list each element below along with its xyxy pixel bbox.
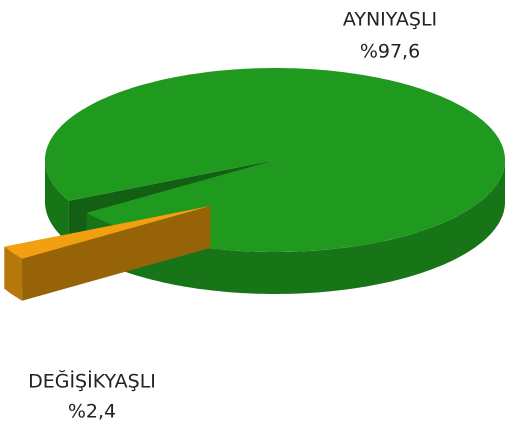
slice-wall: [4, 205, 211, 289]
slice-side: [86, 160, 505, 294]
pie: [4, 68, 505, 301]
slice-side: [45, 160, 69, 243]
slice-side: [4, 246, 23, 301]
slice: [4, 205, 211, 259]
slice-value-label: %97,6: [360, 41, 420, 63]
slice-label: DEĞİŞİKYAŞLI: [28, 369, 156, 393]
slice: [45, 68, 505, 252]
slice-label: AYNIYAŞLI: [343, 9, 437, 31]
slice-value-label: %2,4: [68, 401, 116, 423]
